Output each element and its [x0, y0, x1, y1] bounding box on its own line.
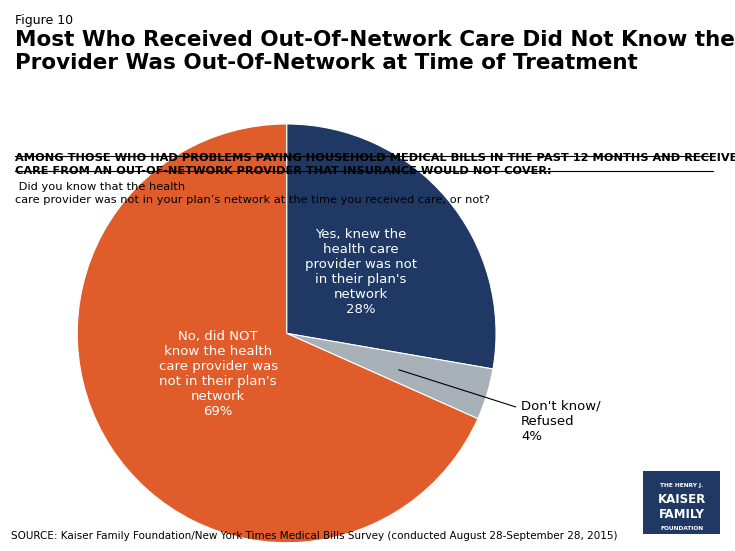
Wedge shape: [287, 124, 496, 369]
Text: Did you know that the health
care provider was not in your plan’s network at the: Did you know that the health care provid…: [15, 182, 490, 204]
Text: AMONG THOSE WHO HAD PROBLEMS PAYING HOUSEHOLD MEDICAL BILLS IN THE PAST 12 MONTH: AMONG THOSE WHO HAD PROBLEMS PAYING HOUS…: [15, 153, 735, 176]
Text: KAISER: KAISER: [658, 493, 706, 506]
Text: FOUNDATION: FOUNDATION: [660, 526, 703, 531]
Text: FAMILY: FAMILY: [659, 507, 705, 521]
Text: THE HENRY J.: THE HENRY J.: [660, 483, 703, 488]
Text: SOURCE: Kaiser Family Foundation/New York Times Medical Bills Survey (conducted : SOURCE: Kaiser Family Foundation/New Yor…: [11, 531, 617, 541]
Text: No, did NOT
know the health
care provider was
not in their plan's
network
69%: No, did NOT know the health care provide…: [159, 330, 278, 418]
Wedge shape: [287, 333, 493, 419]
Text: Don't know/
Refused
4%: Don't know/ Refused 4%: [399, 370, 600, 443]
Text: Yes, knew the
health care
provider was not
in their plan's
network
28%: Yes, knew the health care provider was n…: [305, 228, 417, 316]
Text: Most Who Received Out-Of-Network Care Did Not Know the
Provider Was Out-Of-Netwo: Most Who Received Out-Of-Network Care Di…: [15, 30, 734, 73]
Text: Figure 10: Figure 10: [15, 14, 73, 27]
Wedge shape: [77, 124, 478, 543]
